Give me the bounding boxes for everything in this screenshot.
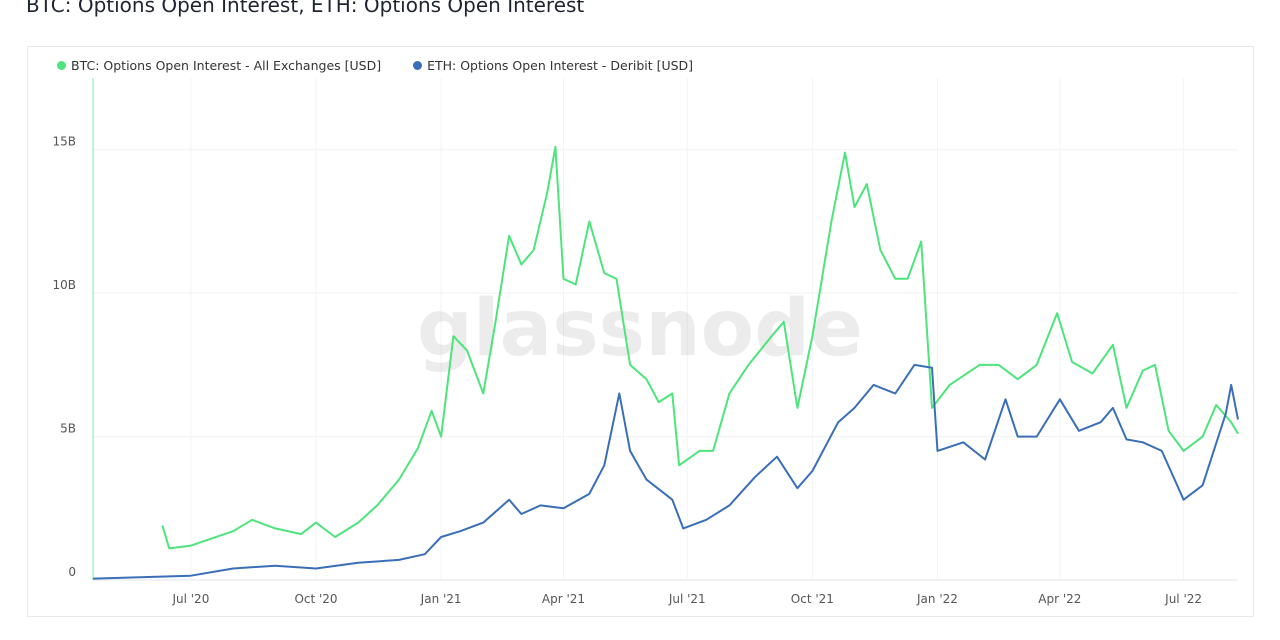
y-tick-label: 10B bbox=[52, 278, 76, 292]
x-tick-label: Apr '21 bbox=[542, 592, 585, 606]
legend-dot-eth bbox=[413, 61, 423, 70]
x-tick-label: Jul '20 bbox=[171, 592, 209, 606]
legend-dot-btc bbox=[57, 61, 66, 70]
x-tick-label: Jul '21 bbox=[668, 592, 706, 606]
btc-series-line bbox=[161, 145, 1239, 550]
legend-item-eth[interactable]: ETH: Options Open Interest - Deribit [US… bbox=[413, 58, 693, 73]
legend-label-btc: BTC: Options Open Interest - All Exchang… bbox=[71, 58, 382, 73]
x-tick-label: Apr '22 bbox=[1038, 592, 1081, 606]
eth-series-line bbox=[92, 363, 1239, 580]
legend-label-eth: ETH: Options Open Interest - Deribit [US… bbox=[427, 58, 694, 73]
chart-title: BTC: Options Open Interest, ETH: Options… bbox=[26, 0, 585, 17]
legend: BTC: Options Open Interest - All Exchang… bbox=[57, 58, 693, 73]
x-tick-label: Jul '22 bbox=[1164, 592, 1202, 606]
x-tick-label: Jan '21 bbox=[420, 592, 462, 606]
x-tick-label: Oct '20 bbox=[294, 592, 337, 606]
watermark: glassnode bbox=[417, 284, 863, 374]
y-tick-label: 0 bbox=[68, 565, 76, 579]
y-tick-label: 15B bbox=[52, 135, 76, 149]
x-tick-label: Jan '22 bbox=[916, 592, 958, 606]
y-tick-label: 5B bbox=[60, 422, 76, 436]
x-tick-label: Oct '21 bbox=[791, 592, 834, 606]
legend-item-btc[interactable]: BTC: Options Open Interest - All Exchang… bbox=[57, 58, 381, 73]
